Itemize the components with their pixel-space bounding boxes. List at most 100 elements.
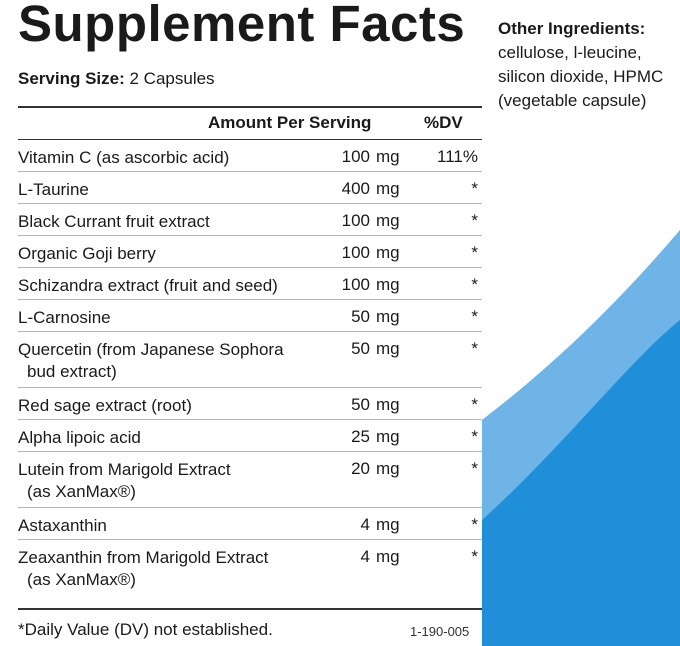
nutrient-row: Black Currant fruit extract 100 mg *	[18, 204, 482, 236]
row-divider	[18, 419, 482, 420]
nutrient-name: Zeaxanthin from Marigold Extract (as XanM…	[18, 547, 268, 591]
nutrient-dv: *	[471, 243, 478, 262]
nutrient-row: Lutein from Marigold Extract (as XanMax®)…	[18, 452, 482, 508]
row-divider	[18, 387, 482, 388]
nutrient-name-line: Alpha lipoic acid	[18, 428, 141, 447]
header-dv: %DV	[424, 113, 463, 132]
nutrient-name: L-Taurine	[18, 179, 89, 201]
other-ingredients: Other Ingredients: cellulose, l-leucine,…	[498, 17, 680, 113]
nutrient-amount: 100	[341, 147, 370, 166]
panel-title: Supplement Facts	[18, 0, 466, 52]
nutrient-name: L-Carnosine	[18, 307, 111, 329]
nutrient-row: L-Carnosine 50 mg *	[18, 300, 482, 332]
nutrient-name-line: Astaxanthin	[18, 516, 107, 535]
nutrient-unit: mg	[376, 427, 400, 446]
nutrient-dv: *	[471, 547, 478, 566]
nutrient-amount: 50	[351, 307, 370, 326]
nutrient-row: Vitamin C (as ascorbic acid) 100 mg 111%	[18, 140, 482, 172]
nutrient-name: Red sage extract (root)	[18, 395, 192, 417]
nutrient-name-line: L-Taurine	[18, 180, 89, 199]
nutrient-unit: mg	[376, 547, 400, 566]
row-divider	[18, 507, 482, 508]
nutrient-unit: mg	[376, 179, 400, 198]
nutrient-name-line: Zeaxanthin from Marigold Extract	[18, 548, 269, 567]
dark-wave	[482, 320, 680, 646]
nutrient-name-line: Red sage extract (root)	[18, 396, 192, 415]
nutrient-name: Astaxanthin	[18, 515, 107, 537]
nutrient-unit: mg	[376, 243, 400, 262]
nutrient-name-line: Lutein from Marigold Extract	[18, 460, 231, 479]
row-divider	[18, 267, 482, 268]
nutrient-amount: 4	[360, 515, 370, 534]
nutrient-amount: 20	[351, 459, 370, 478]
nutrient-name-line: Black Currant fruit extract	[18, 212, 210, 231]
nutrient-dv: *	[471, 179, 478, 198]
nutrient-row: Quercetin (from Japanese Sophora bud extr…	[18, 332, 482, 388]
nutrient-row: Astaxanthin 4 mg *	[18, 508, 482, 540]
nutrient-name: Quercetin (from Japanese Sophora bud extr…	[18, 339, 284, 383]
header-amount: Amount Per Serving	[208, 113, 372, 132]
footnote: *Daily Value (DV) not established.	[18, 620, 273, 639]
nutrient-name: Lutein from Marigold Extract (as XanMax®)	[18, 459, 231, 503]
footer-rule	[18, 608, 482, 610]
nutrient-dv: *	[471, 307, 478, 326]
nutrient-amount: 400	[341, 179, 370, 198]
nutrient-name-line-2: (as XanMax®)	[27, 482, 136, 501]
row-divider	[18, 451, 482, 452]
nutrient-name: Schizandra extract (fruit and seed)	[18, 275, 278, 297]
other-ingredients-line: cellulose, l-leucine,	[498, 43, 642, 62]
row-divider	[18, 171, 482, 172]
row-divider	[18, 235, 482, 236]
nutrient-row: L-Taurine 400 mg *	[18, 172, 482, 204]
nutrient-unit: mg	[376, 275, 400, 294]
nutrient-amount: 4	[360, 547, 370, 566]
nutrient-unit: mg	[376, 211, 400, 230]
row-divider	[18, 539, 482, 540]
other-ingredients-heading: Other Ingredients:	[498, 19, 646, 38]
nutrient-dv: 111%	[437, 147, 478, 166]
header-rule-bottom	[18, 139, 482, 140]
serving-size-value: 2 Capsules	[129, 69, 215, 88]
serving-size-label: Serving Size:	[18, 69, 125, 88]
nutrient-dv: *	[471, 427, 478, 446]
nutrient-name-line-2: bud extract)	[27, 362, 117, 381]
nutrient-name: Black Currant fruit extract	[18, 211, 210, 233]
nutrient-dv: *	[471, 515, 478, 534]
nutrient-name: Organic Goji berry	[18, 243, 156, 265]
row-divider	[18, 331, 482, 332]
nutrient-row: Alpha lipoic acid 25 mg *	[18, 420, 482, 452]
nutrient-unit: mg	[376, 147, 400, 166]
nutrient-amount: 50	[351, 395, 370, 414]
nutrient-unit: mg	[376, 395, 400, 414]
nutrient-amount: 25	[351, 427, 370, 446]
nutrient-name-line-2: (as XanMax®)	[27, 570, 136, 589]
nutrient-amount: 100	[341, 275, 370, 294]
nutrient-dv: *	[471, 395, 478, 414]
nutrient-unit: mg	[376, 307, 400, 326]
row-divider	[18, 299, 482, 300]
nutrient-name: Vitamin C (as ascorbic acid)	[18, 147, 229, 169]
nutrient-row: Organic Goji berry 100 mg *	[18, 236, 482, 268]
nutrient-row: Zeaxanthin from Marigold Extract (as XanM…	[18, 540, 482, 596]
nutrient-amount: 100	[341, 243, 370, 262]
supplement-facts-panel: Supplement Facts Serving Size: 2 Capsule…	[8, 0, 482, 646]
product-code: 1-190-005	[410, 624, 470, 639]
nutrient-unit: mg	[376, 339, 400, 358]
other-ingredients-line: silicon dioxide, HPMC	[498, 67, 664, 86]
nutrient-unit: mg	[376, 515, 400, 534]
nutrient-dv: *	[471, 275, 478, 294]
nutrient-name: Alpha lipoic acid	[18, 427, 141, 449]
nutrient-dv: *	[471, 459, 478, 478]
nutrient-name-line: L-Carnosine	[18, 308, 111, 327]
nutrient-name-line: Organic Goji berry	[18, 244, 156, 263]
header-rule-top	[18, 106, 482, 108]
nutrient-name-line: Schizandra extract (fruit and seed)	[18, 276, 278, 295]
row-divider	[18, 203, 482, 204]
nutrient-dv: *	[471, 211, 478, 230]
nutrient-amount: 100	[341, 211, 370, 230]
other-ingredients-line: (vegetable capsule)	[498, 91, 647, 110]
nutrient-row: Red sage extract (root) 50 mg *	[18, 388, 482, 420]
nutrient-row: Schizandra extract (fruit and seed) 100 mg…	[18, 268, 482, 300]
nutrient-unit: mg	[376, 459, 400, 478]
